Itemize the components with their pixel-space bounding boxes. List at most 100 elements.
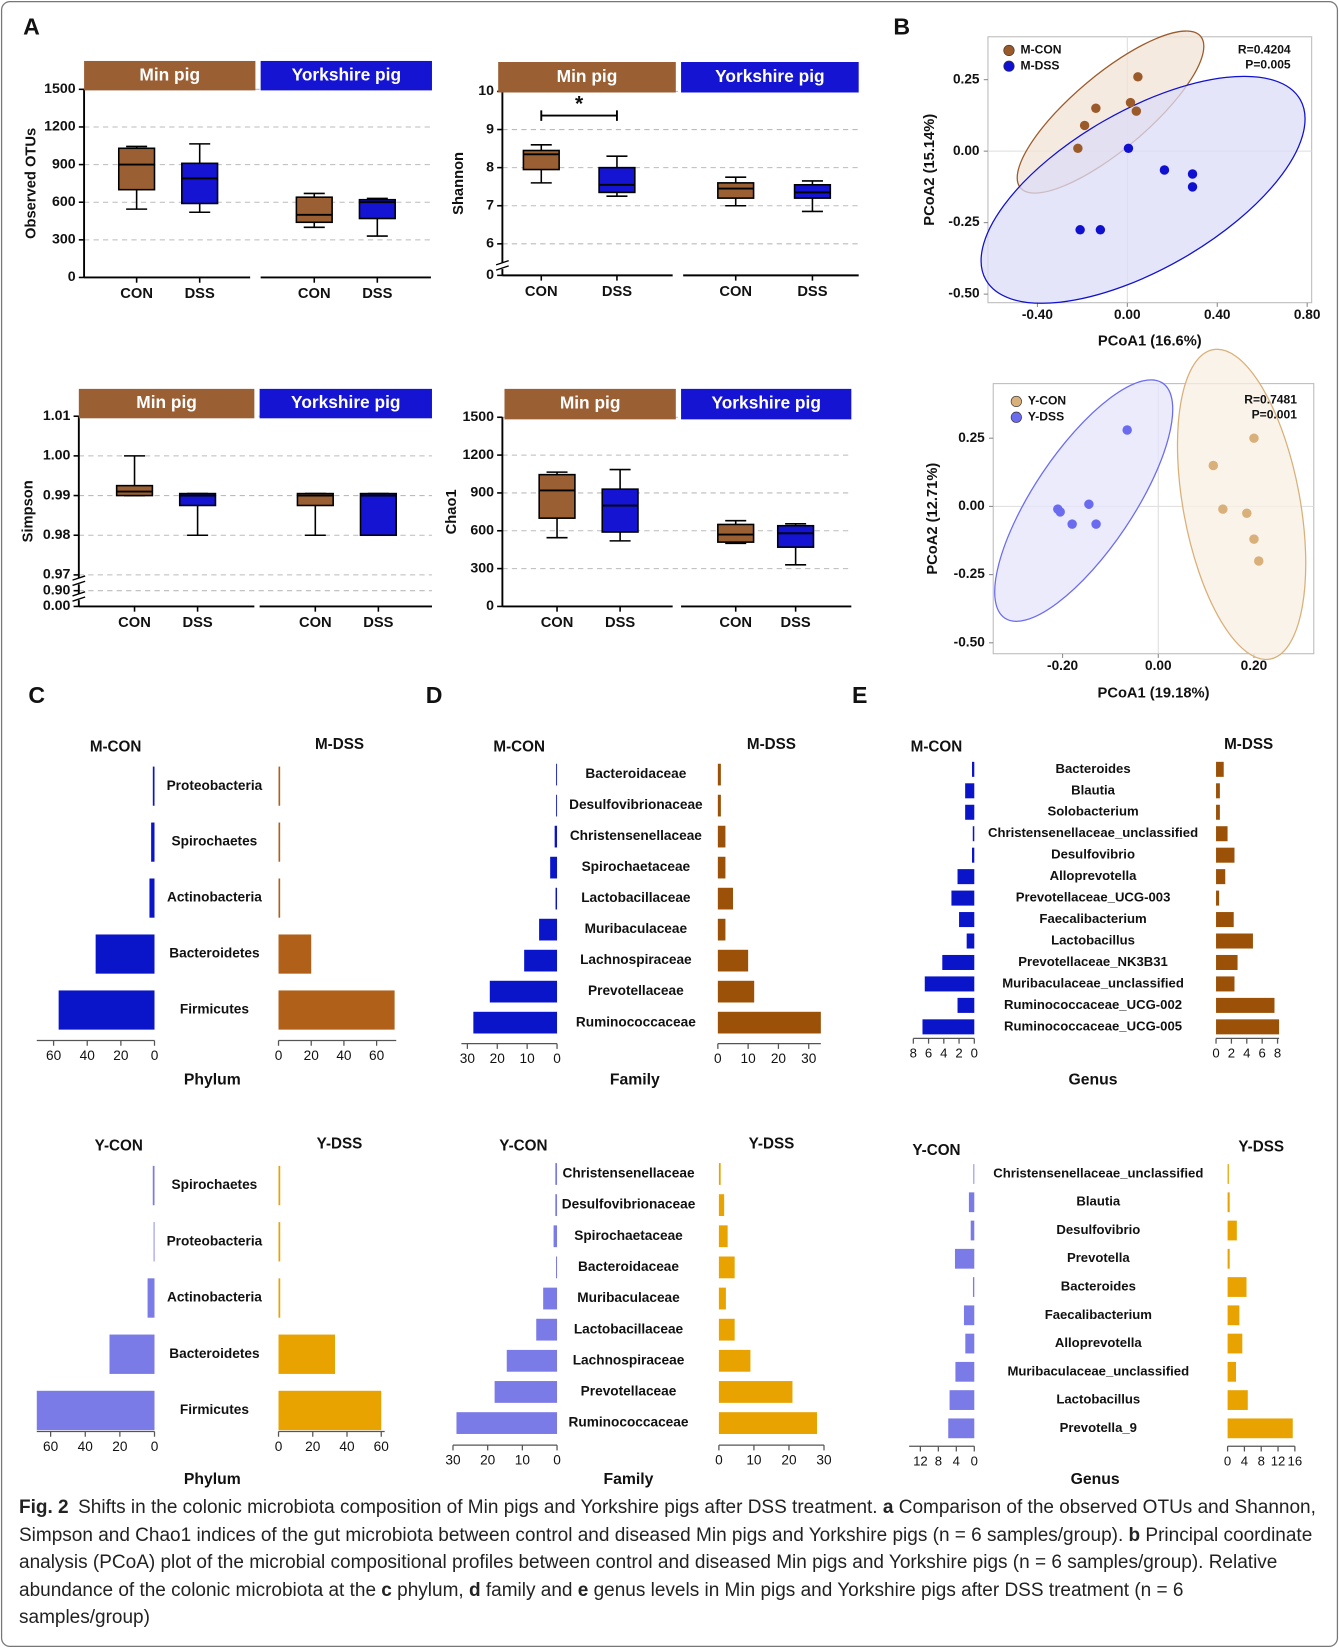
x-tick-label: 8 <box>1258 1453 1265 1468</box>
bar <box>278 934 312 974</box>
x-tick-label: 0 <box>715 1453 723 1468</box>
bar <box>1216 890 1220 906</box>
box <box>717 182 755 199</box>
x-tick-label: 16 <box>1288 1453 1303 1468</box>
caption-text: a <box>882 1497 894 1518</box>
x-tick-label: 4 <box>940 1046 947 1061</box>
legend-marker <box>1003 60 1015 72</box>
bar <box>963 1305 975 1326</box>
bar <box>153 1222 155 1262</box>
bar <box>1216 1019 1280 1035</box>
category-label: Spirochaetes <box>172 834 258 849</box>
category-label: Spirochaetes <box>172 1177 258 1192</box>
bar <box>717 763 721 786</box>
series-title: Y-CON <box>499 1138 547 1155</box>
bar <box>555 1194 558 1217</box>
bar <box>550 856 558 879</box>
x-tick-label: 6 <box>1259 1046 1266 1061</box>
category-label: Proteobacteria <box>167 1233 263 1248</box>
caption-text: Shifts in the colonic microbiota composi… <box>78 1497 883 1518</box>
confidence-ellipse <box>994 379 1174 622</box>
bar <box>968 1192 975 1213</box>
x-tick-label: CON <box>541 615 574 631</box>
caption-text: Comparison of the observed OTUs and Shan… <box>19 1497 1316 1546</box>
bar <box>556 1256 558 1279</box>
box <box>178 492 217 507</box>
point <box>1075 225 1085 235</box>
bar <box>1216 933 1253 949</box>
category-label: Bacteroidaceae <box>585 766 686 781</box>
series-title: Y-DSS <box>317 1136 363 1153</box>
x-tick-label: 0 <box>151 1048 159 1063</box>
point <box>1133 72 1143 82</box>
category-label: Prevotellaceae <box>588 983 684 998</box>
bar <box>456 1412 558 1434</box>
x-tick-label: 2 <box>955 1046 962 1061</box>
x-tick-label: 20 <box>771 1051 787 1066</box>
box <box>601 488 639 533</box>
y-axis-label: PCoA2 (12.71%) <box>925 463 941 575</box>
y-tick-label: 300 <box>52 232 76 248</box>
x-tick-label: DSS <box>363 615 393 631</box>
x-tick-label: 0 <box>1212 1046 1219 1061</box>
y-tick-label: 8 <box>486 159 494 175</box>
x-axis-label: PCoA1 (19.18%) <box>1098 686 1210 702</box>
y-tick-label: 1200 <box>462 447 494 463</box>
x-tick-label: 0 <box>553 1453 561 1468</box>
bar <box>278 990 395 1030</box>
point <box>1254 556 1264 566</box>
bar <box>555 1163 558 1185</box>
x-tick-label: 20 <box>112 1439 128 1454</box>
confidence-ellipse <box>1176 348 1307 661</box>
x-axis-label: Genus <box>1069 1072 1118 1089</box>
group-header <box>84 60 256 91</box>
point <box>1218 504 1228 514</box>
box <box>296 492 334 507</box>
bar <box>1216 997 1275 1013</box>
bar <box>1216 976 1235 992</box>
bar <box>278 878 281 918</box>
axis-break <box>72 578 86 585</box>
bar <box>1216 954 1238 970</box>
caption-text: Principal coordinate analysis (PCoA) plo… <box>19 1524 1313 1601</box>
category-label: Firmicutes <box>180 1002 249 1017</box>
y-tick-label: 1200 <box>44 119 76 135</box>
category-label: Solobacterium <box>1047 804 1138 819</box>
y-tick-label: -0.25 <box>948 214 980 229</box>
x-tick-label: 8 <box>1274 1046 1281 1061</box>
x-tick-label: DSS <box>781 615 811 631</box>
y-tick-label: 900 <box>470 485 494 501</box>
x-tick-label: 30 <box>801 1051 817 1066</box>
series-title: M-DSS <box>747 736 796 753</box>
bar <box>957 869 975 885</box>
x-tick-label: DSS <box>362 286 392 302</box>
point <box>1208 460 1219 471</box>
bar <box>954 1248 975 1269</box>
bar <box>36 1390 155 1431</box>
bar <box>1216 783 1220 799</box>
group-header <box>498 62 676 93</box>
bar <box>554 825 558 848</box>
category-label: Lactobacillaceae <box>581 890 691 905</box>
bar <box>553 1225 558 1248</box>
box <box>598 166 636 194</box>
bar <box>494 1381 558 1403</box>
category-label: Spirochaetaceae <box>582 859 691 874</box>
point <box>1125 97 1136 108</box>
bar <box>1227 1390 1248 1410</box>
y-tick-label: 600 <box>52 194 76 210</box>
x-tick-label: 30 <box>816 1453 832 1468</box>
y-tick-label: 0.00 <box>958 498 985 513</box>
category-label: Desulfovibrio <box>1056 1222 1140 1237</box>
category-label: Desulfovibrionaceae <box>569 797 703 812</box>
bar <box>473 1011 558 1034</box>
panel-label: D <box>426 682 443 708</box>
bar <box>717 949 749 972</box>
x-tick-label: 0.00 <box>1145 658 1172 673</box>
annotation: P=0.005 <box>1245 57 1291 71</box>
caption-label: Fig. 2 <box>19 1497 69 1518</box>
category-label: Bacteroides <box>1055 761 1130 776</box>
point <box>1067 519 1077 529</box>
box <box>522 149 560 171</box>
